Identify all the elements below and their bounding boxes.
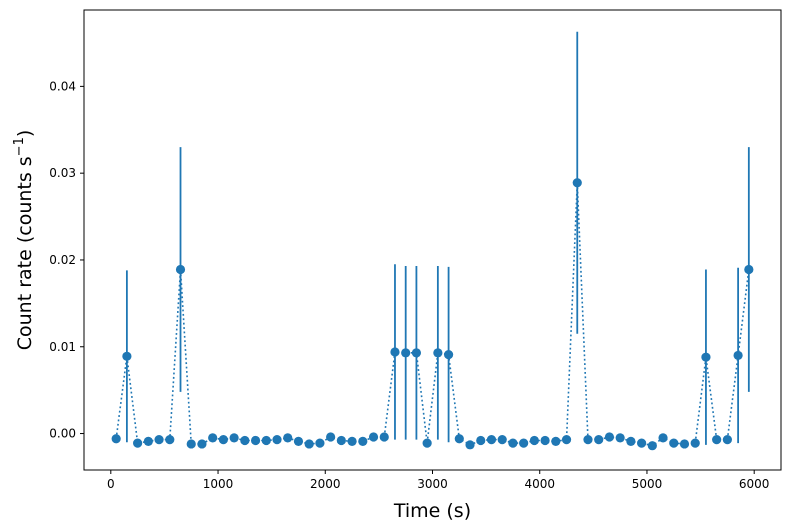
- data-point-28: [411, 348, 422, 358]
- data-point-7: [186, 439, 196, 449]
- y-axis-label-superscript: −1: [12, 137, 27, 156]
- data-point-56: [712, 435, 722, 445]
- data-point-52: [669, 438, 679, 448]
- data-point-59: [744, 264, 754, 275]
- y-tick-label-0: 0.00: [49, 427, 76, 441]
- data-point-8: [197, 439, 207, 449]
- y-tick-label-4: 0.04: [49, 79, 76, 93]
- data-point-45: [594, 435, 604, 445]
- data-point-49: [637, 438, 647, 448]
- series-dotted-line: [115, 182, 750, 447]
- data-point-37: [508, 438, 518, 448]
- data-point-29: [422, 438, 432, 448]
- x-tick-label-0: 0: [107, 477, 115, 491]
- data-point-57: [722, 435, 732, 445]
- x-tick-label-1: 1000: [203, 477, 234, 491]
- data-point-36: [497, 435, 507, 445]
- y-axis-label-tail: ): [14, 130, 36, 137]
- data-point-23: [358, 436, 368, 446]
- data-point-3: [143, 436, 153, 446]
- data-point-47: [615, 433, 625, 443]
- y-axis-label-main: Count rate (counts s: [14, 156, 36, 350]
- data-point-5: [165, 435, 175, 445]
- data-point-6: [175, 264, 186, 275]
- x-tick-label-5: 5000: [632, 477, 663, 491]
- data-point-40: [540, 435, 550, 446]
- data-point-19: [315, 438, 325, 448]
- data-point-18: [304, 439, 314, 449]
- data-point-55: [701, 352, 711, 362]
- data-point-43: [572, 178, 582, 188]
- y-tick-label-1: 0.01: [49, 340, 76, 354]
- data-point-30: [433, 348, 443, 358]
- data-point-41: [551, 436, 561, 446]
- data-point-58: [733, 350, 743, 361]
- data-point-13: [250, 435, 261, 446]
- data-point-1: [122, 351, 132, 361]
- data-point-48: [626, 436, 636, 446]
- data-point-20: [326, 432, 336, 442]
- data-point-17: [293, 436, 304, 446]
- y-tick-label-3: 0.03: [49, 166, 76, 180]
- data-point-44: [583, 435, 593, 445]
- data-point-32: [454, 434, 464, 444]
- data-point-46: [604, 432, 615, 442]
- data-point-39: [529, 435, 539, 446]
- data-point-4: [154, 435, 164, 445]
- x-tick-label-2: 2000: [310, 477, 341, 491]
- x-tick-label-4: 4000: [524, 477, 555, 491]
- data-point-21: [336, 435, 346, 446]
- data-point-25: [379, 432, 389, 442]
- plot-area: [111, 31, 754, 451]
- data-point-34: [476, 435, 486, 446]
- data-point-27: [401, 348, 411, 358]
- data-point-38: [519, 438, 529, 448]
- data-point-26: [390, 347, 400, 357]
- data-point-51: [658, 433, 668, 443]
- data-point-10: [218, 435, 228, 445]
- data-point-53: [679, 439, 690, 449]
- data-point-12: [240, 435, 250, 446]
- data-point-11: [229, 433, 239, 443]
- data-point-16: [283, 433, 293, 443]
- x-axis-label: Time (s): [393, 500, 471, 522]
- data-point-24: [368, 432, 379, 442]
- data-point-31: [443, 349, 454, 360]
- data-point-50: [647, 441, 657, 451]
- data-point-0: [111, 434, 121, 444]
- data-point-54: [690, 438, 700, 448]
- data-point-42: [561, 435, 572, 445]
- y-axis-label: Count rate (counts s−1): [12, 130, 36, 351]
- axis-ticks: 0 1000 2000 3000 4000 5000 6000 0.00 0.01 0.02 0.0…: [49, 79, 769, 491]
- data-point-2: [133, 438, 143, 448]
- y-tick-label-2: 0.02: [49, 253, 76, 267]
- x-tick-label-6: 6000: [739, 477, 770, 491]
- axes-frame: [83, 9, 782, 471]
- data-point-33: [465, 440, 475, 450]
- data-point-9: [208, 433, 218, 443]
- data-point-14: [261, 435, 271, 446]
- x-tick-label-3: 3000: [417, 477, 448, 491]
- data-point-35: [486, 435, 497, 445]
- data-point-15: [272, 435, 282, 445]
- data-point-22: [347, 436, 357, 446]
